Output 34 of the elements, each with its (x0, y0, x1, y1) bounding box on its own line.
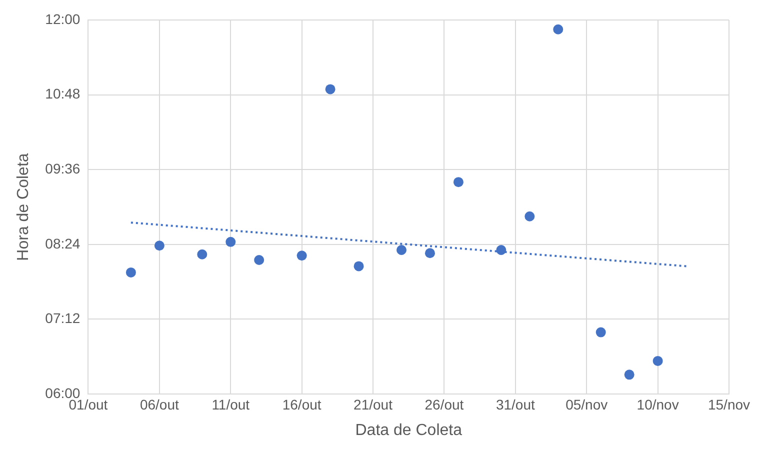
x-tick-label: 11/out (212, 396, 250, 412)
point (126, 267, 136, 278)
x-tick-label: 06/out (140, 396, 179, 412)
point (596, 327, 606, 338)
point (624, 370, 634, 380)
point (325, 84, 336, 94)
x-axis-title: Data de Coleta (355, 422, 462, 439)
y-tick-label: 06:00 (45, 384, 80, 401)
point (296, 250, 307, 261)
y-axis-title: Hora de Coleta (15, 153, 32, 261)
x-tick-label: 15/nov (708, 396, 750, 412)
x-tick-label: 21/out (354, 396, 393, 412)
point (652, 356, 663, 366)
point (524, 211, 535, 222)
y-tick-label: 12:00 (45, 10, 80, 27)
point (453, 177, 464, 188)
y-tick-label: 07:12 (45, 310, 80, 326)
point (226, 236, 236, 247)
x-tick-label: 16/out (282, 396, 322, 412)
x-tick-label: 05/nov (566, 396, 608, 412)
y-tick-label: 08:24 (45, 235, 80, 252)
point (424, 248, 435, 258)
y-tick-label: 10:48 (45, 86, 80, 102)
point (254, 254, 264, 265)
y-tick-label: 09:36 (45, 160, 80, 176)
x-tick-label: 26/out (424, 396, 464, 412)
point (197, 249, 208, 260)
x-tick-label: 31/out (496, 396, 535, 412)
x-tick-label: 10/nov (636, 396, 679, 412)
point (396, 245, 406, 256)
point (354, 261, 364, 272)
point (496, 245, 506, 256)
point (154, 240, 164, 251)
point (553, 24, 564, 34)
